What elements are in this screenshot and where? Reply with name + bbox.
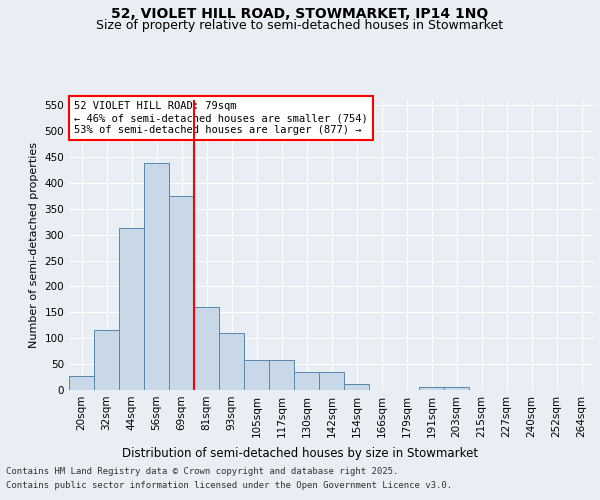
- Text: Contains HM Land Registry data © Crown copyright and database right 2025.: Contains HM Land Registry data © Crown c…: [6, 468, 398, 476]
- Bar: [169, 196, 194, 390]
- Text: Contains public sector information licensed under the Open Government Licence v3: Contains public sector information licen…: [6, 481, 452, 490]
- Bar: [344, 384, 369, 390]
- Text: 52, VIOLET HILL ROAD, STOWMARKET, IP14 1NQ: 52, VIOLET HILL ROAD, STOWMARKET, IP14 1…: [112, 8, 488, 22]
- Bar: [94, 330, 119, 390]
- Text: 52 VIOLET HILL ROAD: 79sqm
← 46% of semi-detached houses are smaller (754)
53% o: 52 VIOLET HILL ROAD: 79sqm ← 46% of semi…: [74, 102, 368, 134]
- Bar: [419, 388, 444, 390]
- Bar: [444, 388, 469, 390]
- Bar: [144, 163, 169, 390]
- Text: Size of property relative to semi-detached houses in Stowmarket: Size of property relative to semi-detach…: [97, 19, 503, 32]
- Bar: [194, 307, 219, 390]
- Text: Distribution of semi-detached houses by size in Stowmarket: Distribution of semi-detached houses by …: [122, 448, 478, 460]
- Bar: [244, 360, 269, 390]
- Bar: [294, 372, 319, 390]
- Bar: [219, 333, 244, 390]
- Bar: [69, 376, 94, 390]
- Y-axis label: Number of semi-detached properties: Number of semi-detached properties: [29, 142, 39, 348]
- Bar: [269, 360, 294, 390]
- Bar: [119, 228, 144, 390]
- Bar: [319, 372, 344, 390]
